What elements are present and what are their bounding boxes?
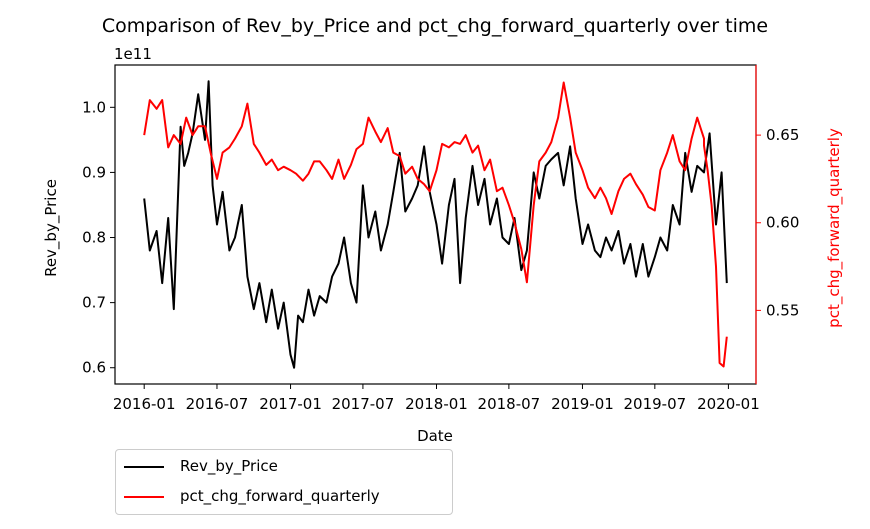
legend: Rev_by_Price pct_chg_forward_quarterly (115, 449, 453, 515)
series-line-pct-chg-forward-quarterly (143, 81, 728, 368)
y2-tick-label: 0.65 (766, 126, 799, 144)
y2-tick-label: 0.55 (766, 301, 799, 319)
y-tick-label: 0.7 (82, 294, 106, 312)
chart-title: Comparison of Rev_by_Price and pct_chg_f… (102, 15, 768, 37)
y2-tick-label: 0.60 (766, 214, 799, 232)
x-tick-label: 2019-07 (623, 395, 686, 413)
series-line-rev-by-price (143, 80, 728, 369)
y-tick-label: 0.8 (82, 229, 106, 247)
legend-label: Rev_by_Price (180, 457, 278, 475)
legend-item-pct-chg: pct_chg_forward_quarterly (116, 485, 452, 509)
x-tick-label: 2018-07 (478, 395, 541, 413)
x-tick-label: 2019-01 (551, 395, 614, 413)
x-axis: 2016-01 2016-07 2017-01 2017-07 2018-01 2018-… (113, 384, 760, 413)
x-tick-label: 2018-01 (405, 395, 468, 413)
x-tick-label: 2020-01 (697, 395, 760, 413)
legend-item-rev-by-price: Rev_by_Price (116, 455, 452, 479)
x-tick-label: 2016-07 (186, 395, 249, 413)
y-tick-label: 1.0 (82, 98, 106, 116)
y2-axis: 0.55 0.60 0.65 (756, 126, 799, 319)
x-axis-title: Date (417, 427, 453, 445)
legend-swatch-black (124, 466, 164, 468)
x-tick-label: 2016-01 (113, 395, 176, 413)
y-tick-label: 0.9 (82, 163, 106, 181)
y-axis: 0.6 0.7 0.8 0.9 1.0 (82, 98, 115, 377)
y-axis-title: Rev_by_Price (42, 179, 61, 277)
y-tick-label: 0.6 (82, 359, 106, 377)
series-layer (143, 80, 728, 369)
x-tick-label: 2017-01 (259, 395, 322, 413)
y-offset-text: 1e11 (114, 45, 152, 63)
x-tick-label: 2017-07 (332, 395, 395, 413)
legend-swatch-red (124, 496, 164, 498)
y2-axis-title: pct_chg_forward_quarterly (825, 128, 844, 328)
legend-label: pct_chg_forward_quarterly (180, 487, 380, 505)
